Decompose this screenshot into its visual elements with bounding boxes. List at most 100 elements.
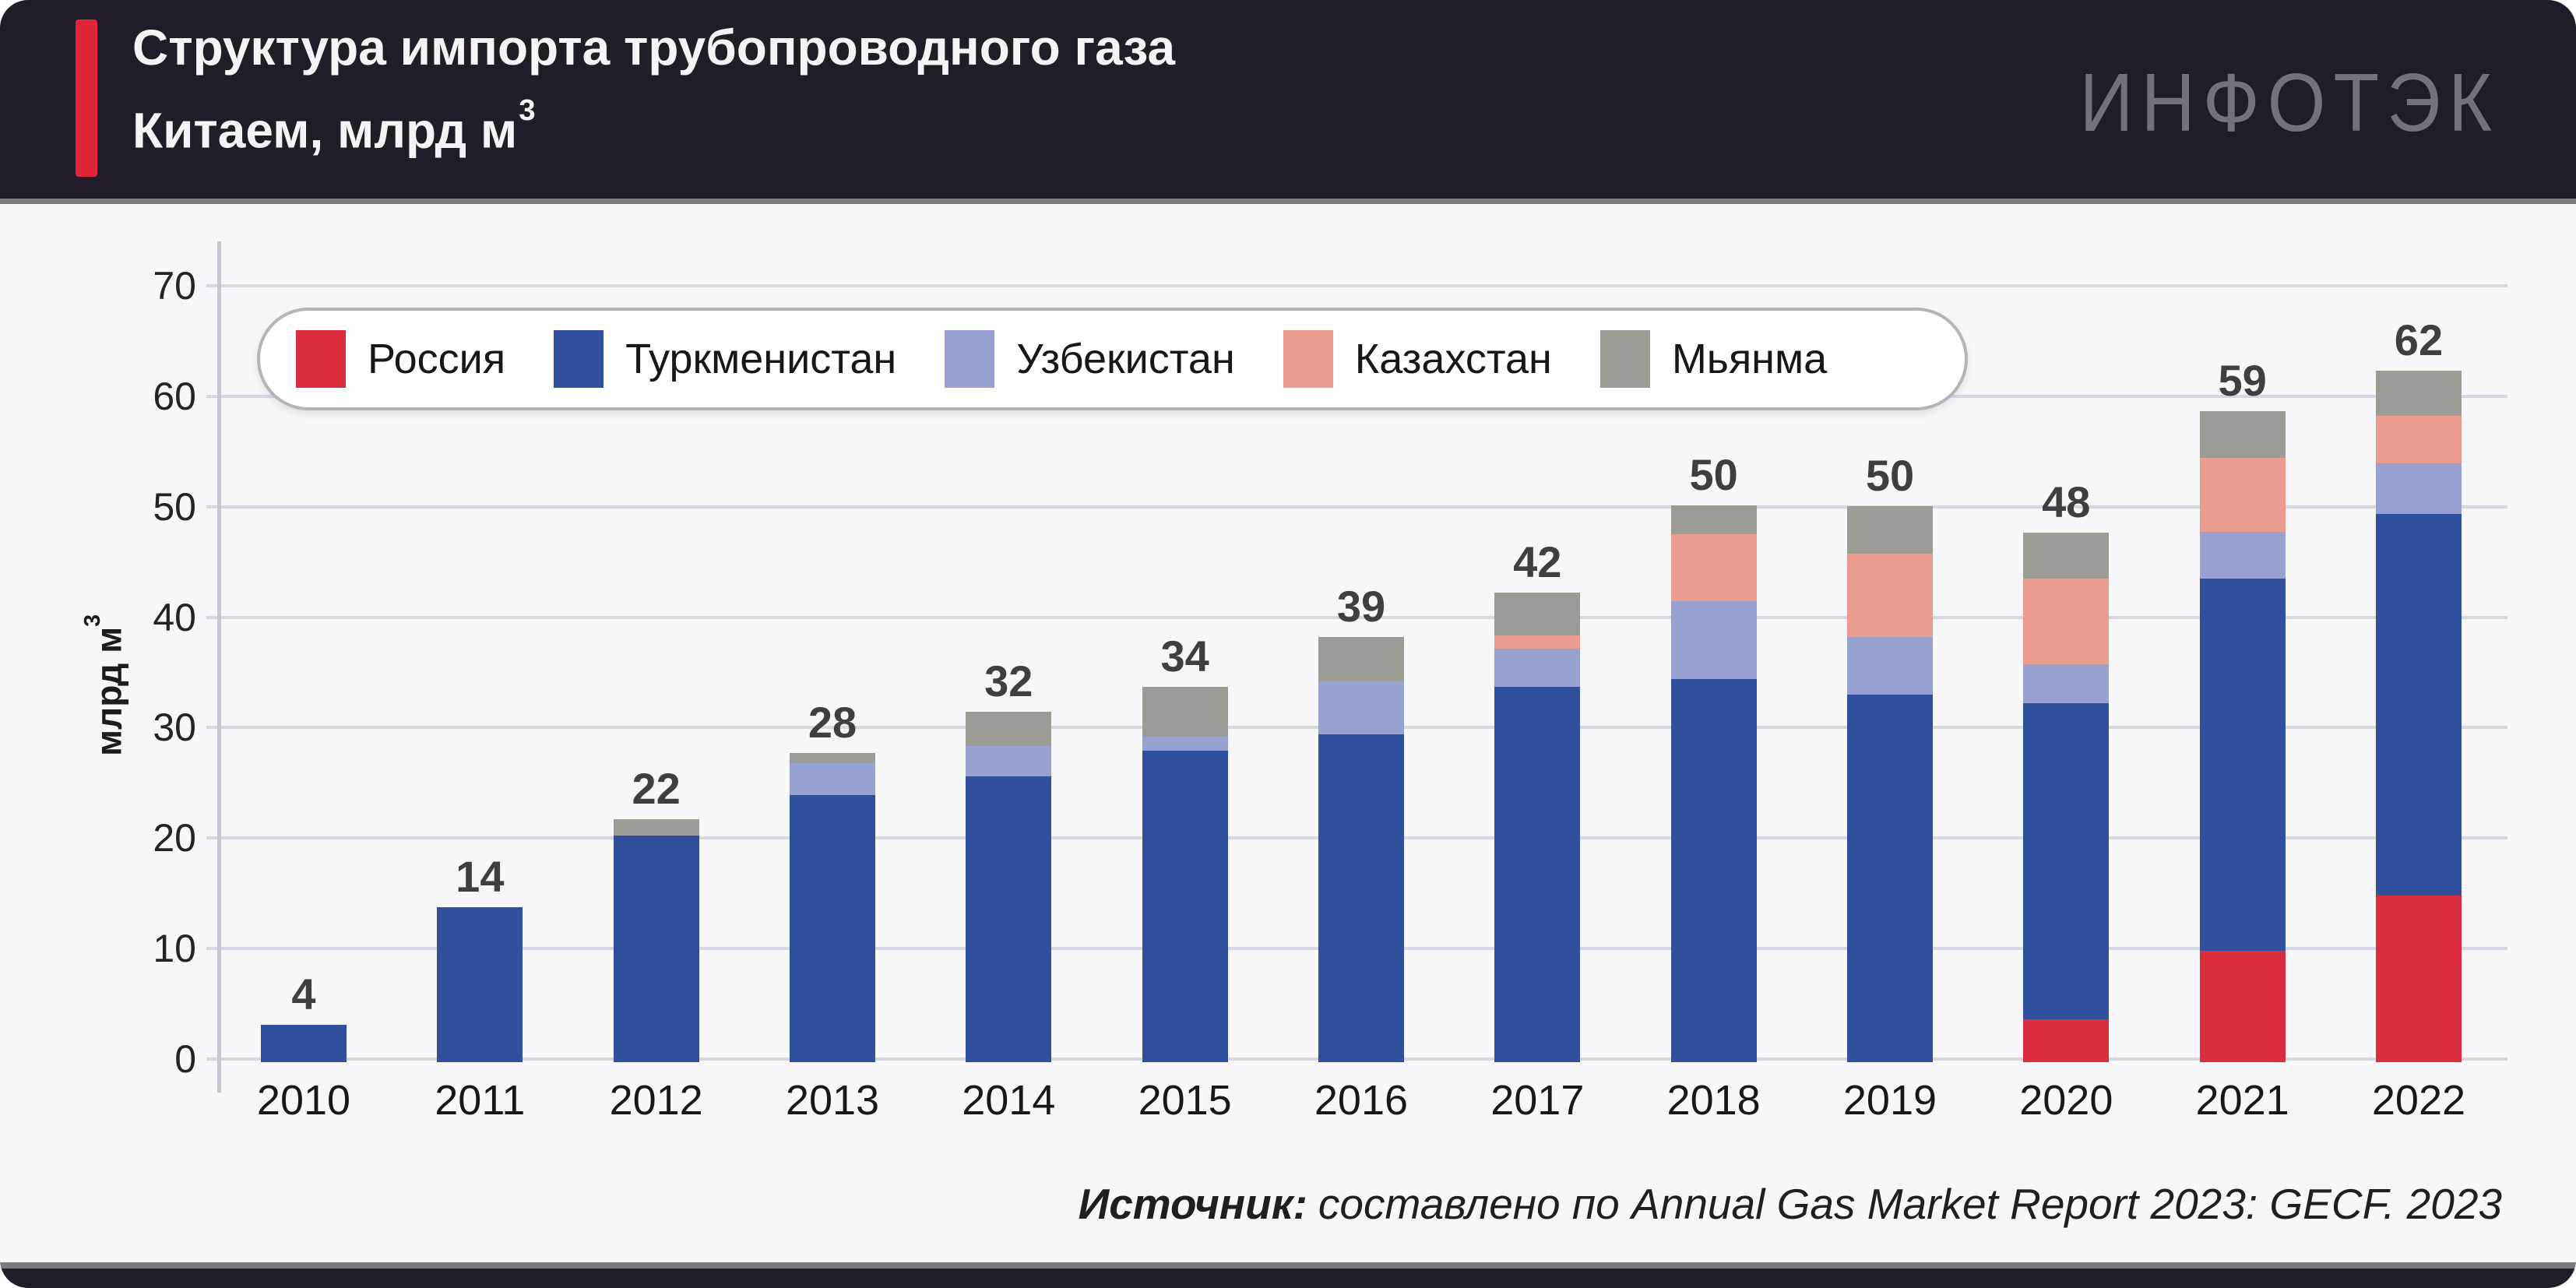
legend-item-turkmenistan[interactable]: Туркменистан (554, 330, 896, 388)
source-note: Источник: составлено по Annual Gas Market… (1079, 1181, 2502, 1227)
x-tick-label-2018: 2018 (1666, 1077, 1761, 1124)
bar-segment-Узбекистан-2017 (1494, 649, 1581, 687)
bar-value-label-2010: 4 (291, 969, 316, 1019)
bar-segment-Казахстан-2021 (2199, 458, 2286, 533)
bar-segment-Узбекистан-2022 (2375, 463, 2462, 515)
chart-panel: 0 10 20 30 40 50 60 70 4 2010 14 2011 22 2012 28 2013 32… (0, 199, 2576, 1269)
bar-value-label-2017: 42 (1513, 537, 1562, 587)
bar-segment-Мьянма-2013 (789, 752, 875, 763)
bar-segment-Россия-2021 (2199, 950, 2286, 1062)
bar-segment-Казахстан-2020 (2023, 578, 2110, 665)
y-axis-title-superscript: 3 (79, 614, 105, 627)
bar-segment-Узбекистан-2016 (1318, 681, 1404, 734)
bar-segment-Россия-2020 (2023, 1019, 2110, 1062)
legend-label-turkmenistan: Туркменистан (625, 336, 897, 382)
legend-swatch-russia (296, 330, 346, 388)
bar-segment-Узбекистан-2014 (966, 746, 1052, 776)
bar-segment-Туркменистан-2022 (2375, 514, 2462, 896)
bar-segment-Узбекистан-2018 (1670, 601, 1757, 679)
x-tick-label-2016: 2016 (1314, 1077, 1409, 1124)
bar-value-label-2015: 34 (1160, 631, 1209, 681)
bar-segment-Туркменистан-2014 (966, 776, 1052, 1062)
bar-value-label-2018: 50 (1689, 450, 1738, 500)
bar-value-label-2016: 39 (1336, 581, 1386, 631)
bar-segment-Туркменистан-2021 (2199, 578, 2286, 951)
header: Структура импорта трубопроводного газа К… (0, 0, 2576, 199)
x-tick-label-2020: 2020 (2019, 1077, 2113, 1124)
page-title: Структура импорта трубопроводного газа К… (132, 11, 1175, 167)
bar-segment-Мьянма-2012 (613, 818, 699, 836)
source-text: составлено по Annual Gas Market Report 2… (1318, 1180, 2502, 1228)
x-tick-label-2017: 2017 (1490, 1077, 1585, 1124)
bar-segment-Мьянма-2014 (966, 712, 1052, 747)
legend-label-kazakhstan: Казахстан (1354, 336, 1552, 382)
x-tick-label-2019: 2019 (1842, 1077, 1937, 1124)
bar-segment-Мьянма-2015 (1142, 686, 1228, 737)
bar-value-label-2014: 32 (984, 656, 1033, 706)
y-tick-label-0: 0 (174, 1037, 196, 1081)
bar-value-label-2012: 22 (632, 763, 681, 813)
title-line-2: Китаем, млрд м3 (132, 93, 536, 159)
y-tick-label-60: 60 (153, 374, 196, 418)
bar-segment-Мьянма-2021 (2199, 411, 2286, 459)
x-tick-label-2014: 2014 (962, 1077, 1056, 1124)
bar-segment-Казахстан-2019 (1846, 554, 1933, 637)
bar-value-label-2011: 14 (456, 852, 505, 902)
bar-segment-Узбекистан-2015 (1142, 736, 1228, 751)
legend-item-russia[interactable]: Россия (296, 330, 505, 388)
bar-segment-Туркменистан-2019 (1846, 694, 1933, 1062)
bar-segment-Казахстан-2017 (1494, 635, 1581, 649)
bar-value-label-2022: 62 (2394, 315, 2444, 364)
legend-swatch-turkmenistan (554, 330, 604, 388)
x-tick-label-2012: 2012 (609, 1077, 703, 1124)
bar-segment-Туркменистан-2016 (1318, 734, 1404, 1062)
legend-label-russia: Россия (368, 336, 506, 382)
bar-segment-Россия-2022 (2375, 895, 2462, 1062)
bar-segment-Казахстан-2022 (2375, 416, 2462, 464)
bar-segment-Туркменистан-2010 (261, 1024, 347, 1062)
y-tick-label-70: 70 (153, 263, 196, 308)
legend-item-uzbekistan[interactable]: Узбекистан (945, 330, 1235, 388)
title-superscript: 3 (519, 93, 536, 127)
legend-label-uzbekistan: Узбекистан (1016, 336, 1235, 382)
bar-segment-Узбекистан-2019 (1846, 636, 1933, 695)
x-tick-label-2022: 2022 (2371, 1077, 2466, 1124)
bar-value-label-2020: 48 (2042, 477, 2091, 527)
bar-segment-Мьянма-2019 (1846, 506, 1933, 554)
legend: Россия Туркменистан Узбекистан Казахстан… (257, 308, 1968, 410)
gridline-40 (206, 615, 2507, 619)
y-tick-label-10: 10 (153, 927, 196, 971)
red-accent-bar (76, 19, 97, 177)
title-line-1: Структура импорта трубопроводного газа (132, 19, 1176, 76)
legend-item-kazakhstan[interactable]: Казахстан (1283, 330, 1552, 388)
bar-segment-Казахстан-2018 (1670, 533, 1757, 602)
bar-segment-Туркменистан-2017 (1494, 686, 1581, 1062)
x-tick-label-2013: 2013 (785, 1077, 880, 1124)
bar-segment-Мьянма-2022 (2375, 370, 2462, 417)
bar-value-label-2013: 28 (808, 697, 857, 747)
bar-value-label-2019: 50 (1865, 451, 1915, 501)
bar-segment-Узбекистан-2020 (2023, 664, 2110, 703)
bar-segment-Туркменистан-2011 (437, 907, 523, 1062)
x-tick-label-2010: 2010 (256, 1077, 351, 1124)
bar-segment-Узбекистан-2013 (789, 762, 875, 795)
bar-segment-Туркменистан-2018 (1670, 678, 1757, 1062)
bar-segment-Туркменистан-2020 (2023, 702, 2110, 1019)
x-tick-label-2011: 2011 (435, 1077, 526, 1124)
legend-item-myanmar[interactable]: Мьянма (1599, 330, 1828, 388)
legend-swatch-myanmar (1599, 330, 1650, 388)
y-tick-label-50: 50 (153, 484, 196, 529)
legend-label-myanmar: Мьянма (1671, 336, 1828, 382)
bar-segment-Туркменистан-2012 (613, 836, 699, 1062)
gridline-50 (206, 505, 2507, 509)
y-axis-line (217, 241, 221, 1093)
y-tick-label-20: 20 (153, 816, 196, 860)
bar-segment-Мьянма-2018 (1670, 505, 1757, 534)
source-label: Источник: (1078, 1180, 1307, 1228)
x-tick-label-2015: 2015 (1138, 1077, 1232, 1124)
y-tick-label-40: 40 (153, 595, 196, 639)
bar-segment-Туркменистан-2013 (789, 794, 875, 1062)
gridline-70 (206, 283, 2507, 287)
bar-segment-Мьянма-2016 (1318, 636, 1404, 681)
